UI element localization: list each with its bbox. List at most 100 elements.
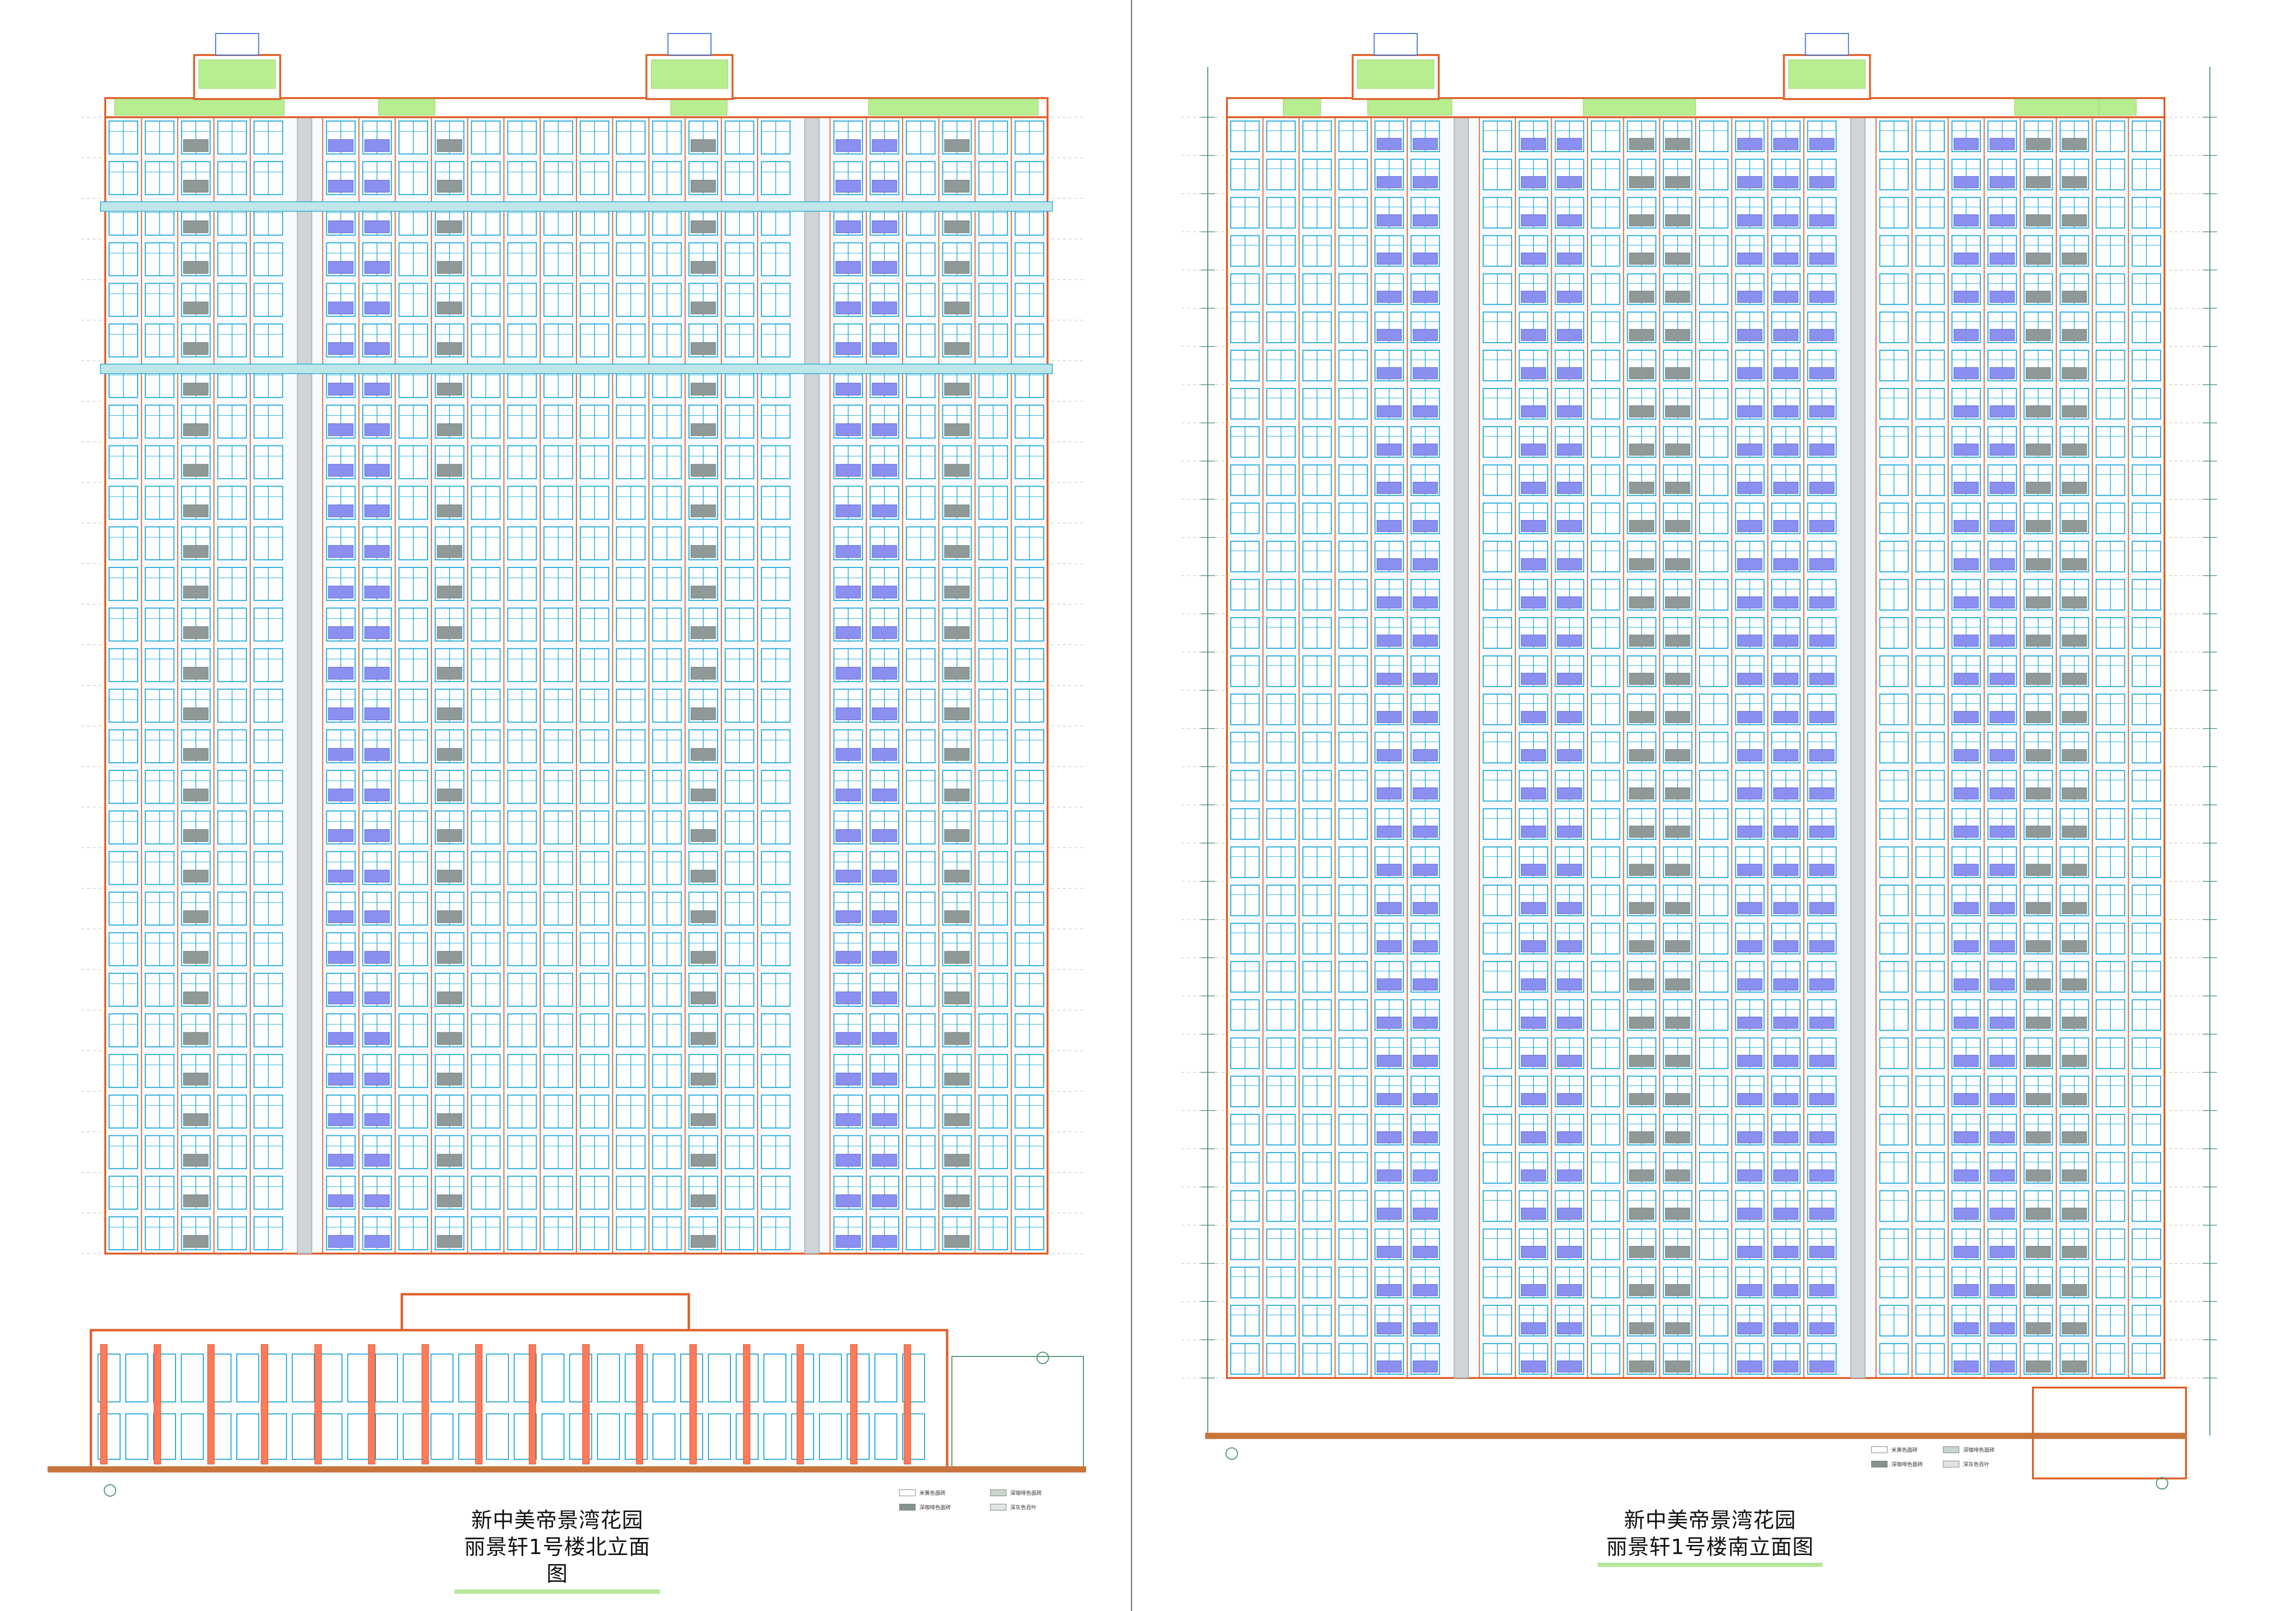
spandrel-panel [183,383,209,396]
balcony-glazing [1377,329,1402,341]
balcony-glazing [1737,520,1763,532]
balcony-glazing [835,869,861,883]
balcony-glazing [1989,902,2015,914]
podium-window [236,1354,259,1402]
spandrel-panel [2025,138,2051,150]
spandrel-panel [1629,1131,1655,1144]
balcony-glazing [1556,1055,1582,1067]
balcony-glazing [1413,1055,1438,1067]
spandrel-panel [2025,214,2051,227]
balcony-glazing [1556,138,1582,150]
balcony-glazing [1521,673,1546,685]
balcony-glazing [328,1073,353,1086]
spandrel-panel [2062,329,2087,341]
spandrel-panel [1665,176,1690,189]
balcony-glazing [1377,673,1402,685]
balcony-glazing [1989,787,2015,800]
spandrel-panel [1665,1284,1690,1296]
spandrel-panel [437,626,463,639]
balcony-glazing [1521,902,1546,914]
spandrel-panel [183,504,209,517]
balcony-glazing [364,748,390,761]
podium-window [819,1413,842,1460]
balcony-glazing [1377,711,1402,723]
balcony-glazing [1809,138,1835,150]
balcony-glazing [328,626,353,639]
balcony-glazing [1556,1360,1582,1373]
balcony-glazing [872,789,897,801]
cornice-band [100,364,1053,374]
spandrel-panel [183,748,209,761]
balcony-glazing [1413,673,1438,685]
balcony-glazing [1413,749,1438,761]
spandrel-panel [2025,1169,2051,1182]
podium-pier [475,1344,483,1465]
spandrel-panel [437,423,463,436]
balcony-glazing [1954,634,1979,647]
balcony-glazing [1556,902,1582,914]
spandrel-panel [944,383,970,396]
balcony-glazing [1521,1169,1546,1182]
podium-pier [689,1344,697,1465]
balcony-glazing [1737,1055,1763,1067]
spandrel-panel [944,829,970,842]
podium-window [292,1413,315,1460]
spandrel-panel [1665,329,1690,341]
balcony-glazing [1989,596,2015,609]
balcony-glazing [1809,520,1835,532]
balcony-glazing [1989,176,2015,189]
balcony-glazing [1413,214,1438,227]
balcony-glazing [1773,558,1799,570]
balcony-glazing [872,748,897,761]
balcony-glazing [1809,252,1835,265]
balcony-glazing [1737,634,1763,647]
spandrel-panel [944,545,970,558]
spandrel-panel [2025,520,2051,532]
balcony-glazing [1377,787,1402,800]
spandrel-panel [1629,214,1655,227]
spandrel-panel [2025,290,2051,303]
balcony-glazing [872,342,897,355]
spandrel-panel [437,220,463,233]
podium-window [320,1354,342,1402]
balcony-glazing [1377,558,1402,570]
balcony-glazing [1521,482,1546,494]
balcony-glazing [1556,673,1582,685]
balcony-glazing [1413,290,1438,303]
balcony-glazing [1989,1093,2015,1105]
balcony-glazing [1954,520,1979,532]
balcony-glazing [1413,711,1438,723]
podium-window [125,1354,148,1402]
spandrel-panel [690,1032,716,1045]
balcony-glazing [1809,1093,1835,1105]
balcony-glazing [1773,520,1799,532]
balcony-glazing [1954,1284,1979,1296]
balcony-glazing [1773,1322,1799,1334]
spandrel-panel [437,504,463,517]
balcony-glazing [835,667,861,680]
balcony-glazing [1773,787,1799,800]
balcony-glazing [328,869,353,883]
balcony-glazing [364,1113,390,1126]
balcony-glazing [1556,405,1582,418]
podium-window [874,1413,897,1460]
spandrel-panel [944,179,970,193]
balcony-glazing [1737,558,1763,570]
balcony-glazing [1556,825,1582,838]
balcony-glazing [1737,940,1763,953]
balcony-glazing [364,707,390,721]
spandrel-panel [944,504,970,517]
spandrel-panel [690,504,716,517]
balcony-glazing [872,869,897,883]
podium-window [320,1413,342,1460]
balcony-glazing [1773,176,1799,189]
podium-window [236,1413,259,1460]
spandrel-panel [1629,596,1655,609]
spandrel-panel [690,1154,716,1167]
balcony-glazing [1556,711,1582,723]
balcony-glazing [872,423,897,436]
balcony-glazing [1556,290,1582,303]
balcony-glazing [1954,1208,1979,1220]
balcony-glazing [1809,1131,1835,1144]
spandrel-panel [690,342,716,355]
